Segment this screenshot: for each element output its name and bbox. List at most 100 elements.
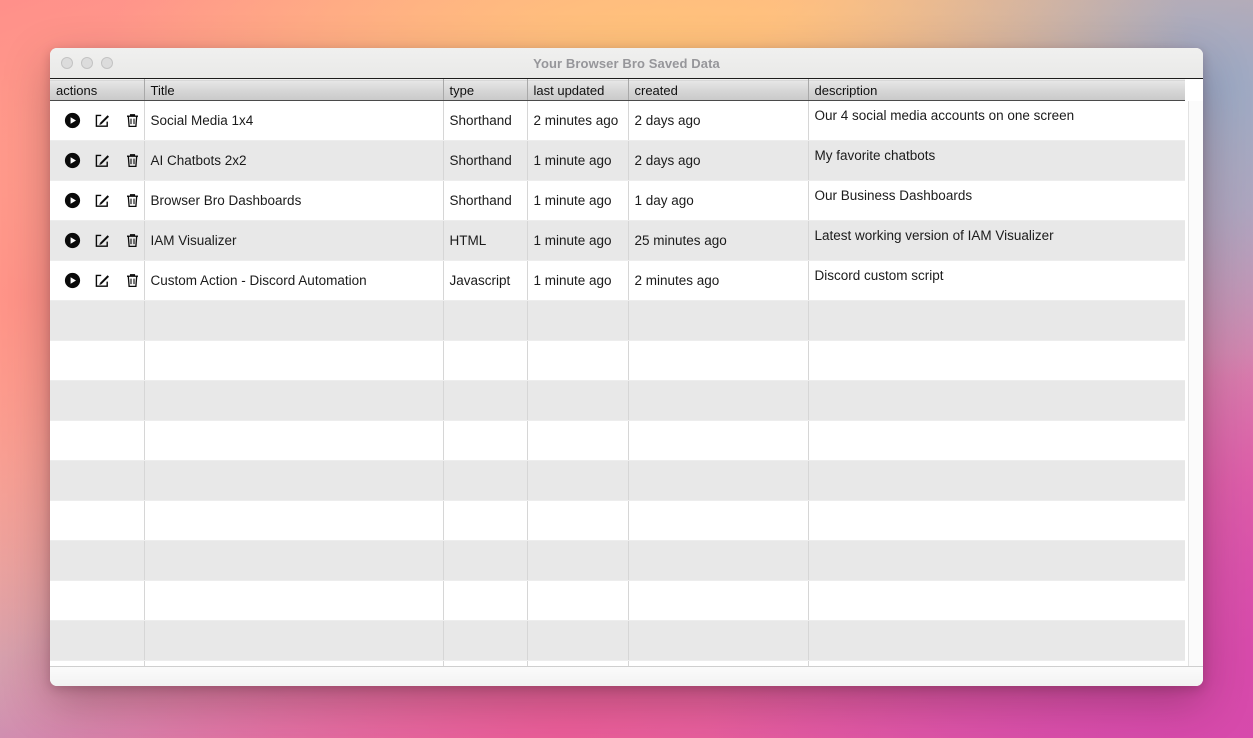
row-cell-title [144,380,444,421]
row-cell-description [808,380,1185,421]
row-action-group [50,141,143,180]
row-actions-cell [50,420,145,461]
row-cell-created [628,460,809,501]
run-icon[interactable] [64,232,81,249]
table-row[interactable] [50,620,1185,661]
vertical-scrollbar[interactable] [1188,101,1203,666]
window-footer [50,667,1203,686]
row-cell-title [144,660,444,666]
column-header-type[interactable]: type [443,79,528,101]
row-cell-last-updated [527,340,629,381]
row-cell-title: Custom Action - Discord Automation [144,260,444,301]
row-actions-cell [50,660,145,666]
column-header-description[interactable]: description [808,79,1185,101]
row-cell-title [144,340,444,381]
row-actions-cell [50,300,145,341]
row-cell-last-updated [527,660,629,666]
row-cell-created [628,660,809,666]
row-cell-title [144,420,444,461]
table-row[interactable]: IAM Visualizer HTML 1 minute ago 25 minutes… [50,220,1185,261]
row-cell-type [443,580,528,621]
table-row[interactable] [50,420,1185,461]
row-cell-last-updated: 1 minute ago [527,260,629,301]
table-row[interactable] [50,660,1185,666]
row-cell-created: 1 day ago [628,180,809,221]
row-cell-type [443,340,528,381]
run-icon[interactable] [64,192,81,209]
delete-icon[interactable] [124,192,141,209]
row-cell-last-updated [527,620,629,661]
row-cell-title: AI Chatbots 2x2 [144,140,444,181]
row-cell-type [443,420,528,461]
edit-icon[interactable] [94,112,111,129]
row-cell-title [144,540,444,581]
table-row[interactable] [50,380,1185,421]
row-cell-type [443,620,528,661]
edit-icon[interactable] [94,152,111,169]
row-cell-created [628,380,809,421]
run-icon[interactable] [64,112,81,129]
window-controls [61,57,113,69]
row-cell-description: Our 4 social media accounts on one scree… [808,100,1185,141]
row-actions-cell [50,260,145,301]
minimize-button[interactable] [81,57,93,69]
run-icon[interactable] [64,152,81,169]
row-cell-created: 2 minutes ago [628,260,809,301]
table-row[interactable] [50,500,1185,541]
table-row[interactable]: Social Media 1x4 Shorthand 2 minutes ago 2 … [50,100,1185,141]
row-cell-title [144,500,444,541]
row-actions-cell [50,580,145,621]
row-cell-created: 2 days ago [628,140,809,181]
row-cell-type: HTML [443,220,528,261]
table-row[interactable] [50,580,1185,621]
row-actions-cell [50,460,145,501]
row-cell-last-updated [527,500,629,541]
edit-icon[interactable] [94,192,111,209]
row-cell-last-updated [527,420,629,461]
column-header-title[interactable]: Title [144,79,444,101]
table-row[interactable]: Custom Action - Discord Automation Javasc… [50,260,1185,301]
table-row[interactable]: AI Chatbots 2x2 Shorthand 1 minute ago 2 da… [50,140,1185,181]
row-cell-title [144,580,444,621]
close-button[interactable] [61,57,73,69]
edit-icon[interactable] [94,272,111,289]
table-row[interactable]: Browser Bro Dashboards Shorthand 1 minute … [50,180,1185,221]
row-action-group [50,101,143,140]
table-row[interactable] [50,340,1185,381]
row-cell-type: Shorthand [443,180,528,221]
data-table-container: actions Title type last updated created … [50,79,1203,667]
window-titlebar[interactable]: Your Browser Bro Saved Data [50,48,1203,79]
row-actions-cell [50,220,145,261]
row-cell-title: Social Media 1x4 [144,100,444,141]
edit-icon[interactable] [94,232,111,249]
run-icon[interactable] [64,272,81,289]
zoom-button[interactable] [101,57,113,69]
row-action-group [50,181,143,220]
delete-icon[interactable] [124,152,141,169]
row-actions-cell [50,540,145,581]
table-row[interactable] [50,460,1185,501]
row-action-group [50,261,143,300]
row-cell-type [443,300,528,341]
table-row[interactable] [50,300,1185,341]
row-cell-type [443,380,528,421]
row-cell-last-updated [527,540,629,581]
row-cell-description: Our Business Dashboards [808,180,1185,221]
delete-icon[interactable] [124,272,141,289]
row-cell-type [443,540,528,581]
column-header-last-updated[interactable]: last updated [527,79,629,101]
table-row[interactable] [50,540,1185,581]
delete-icon[interactable] [124,232,141,249]
row-cell-description [808,340,1185,381]
window-title: Your Browser Bro Saved Data [533,55,720,71]
row-cell-last-updated [527,300,629,341]
delete-icon[interactable] [124,112,141,129]
row-cell-type [443,500,528,541]
column-header-actions[interactable]: actions [50,79,145,101]
row-cell-type: Javascript [443,260,528,301]
row-cell-description: Latest working version of IAM Visualizer [808,220,1185,261]
row-cell-type [443,660,528,666]
column-header-created[interactable]: created [628,79,809,101]
row-cell-description [808,540,1185,581]
